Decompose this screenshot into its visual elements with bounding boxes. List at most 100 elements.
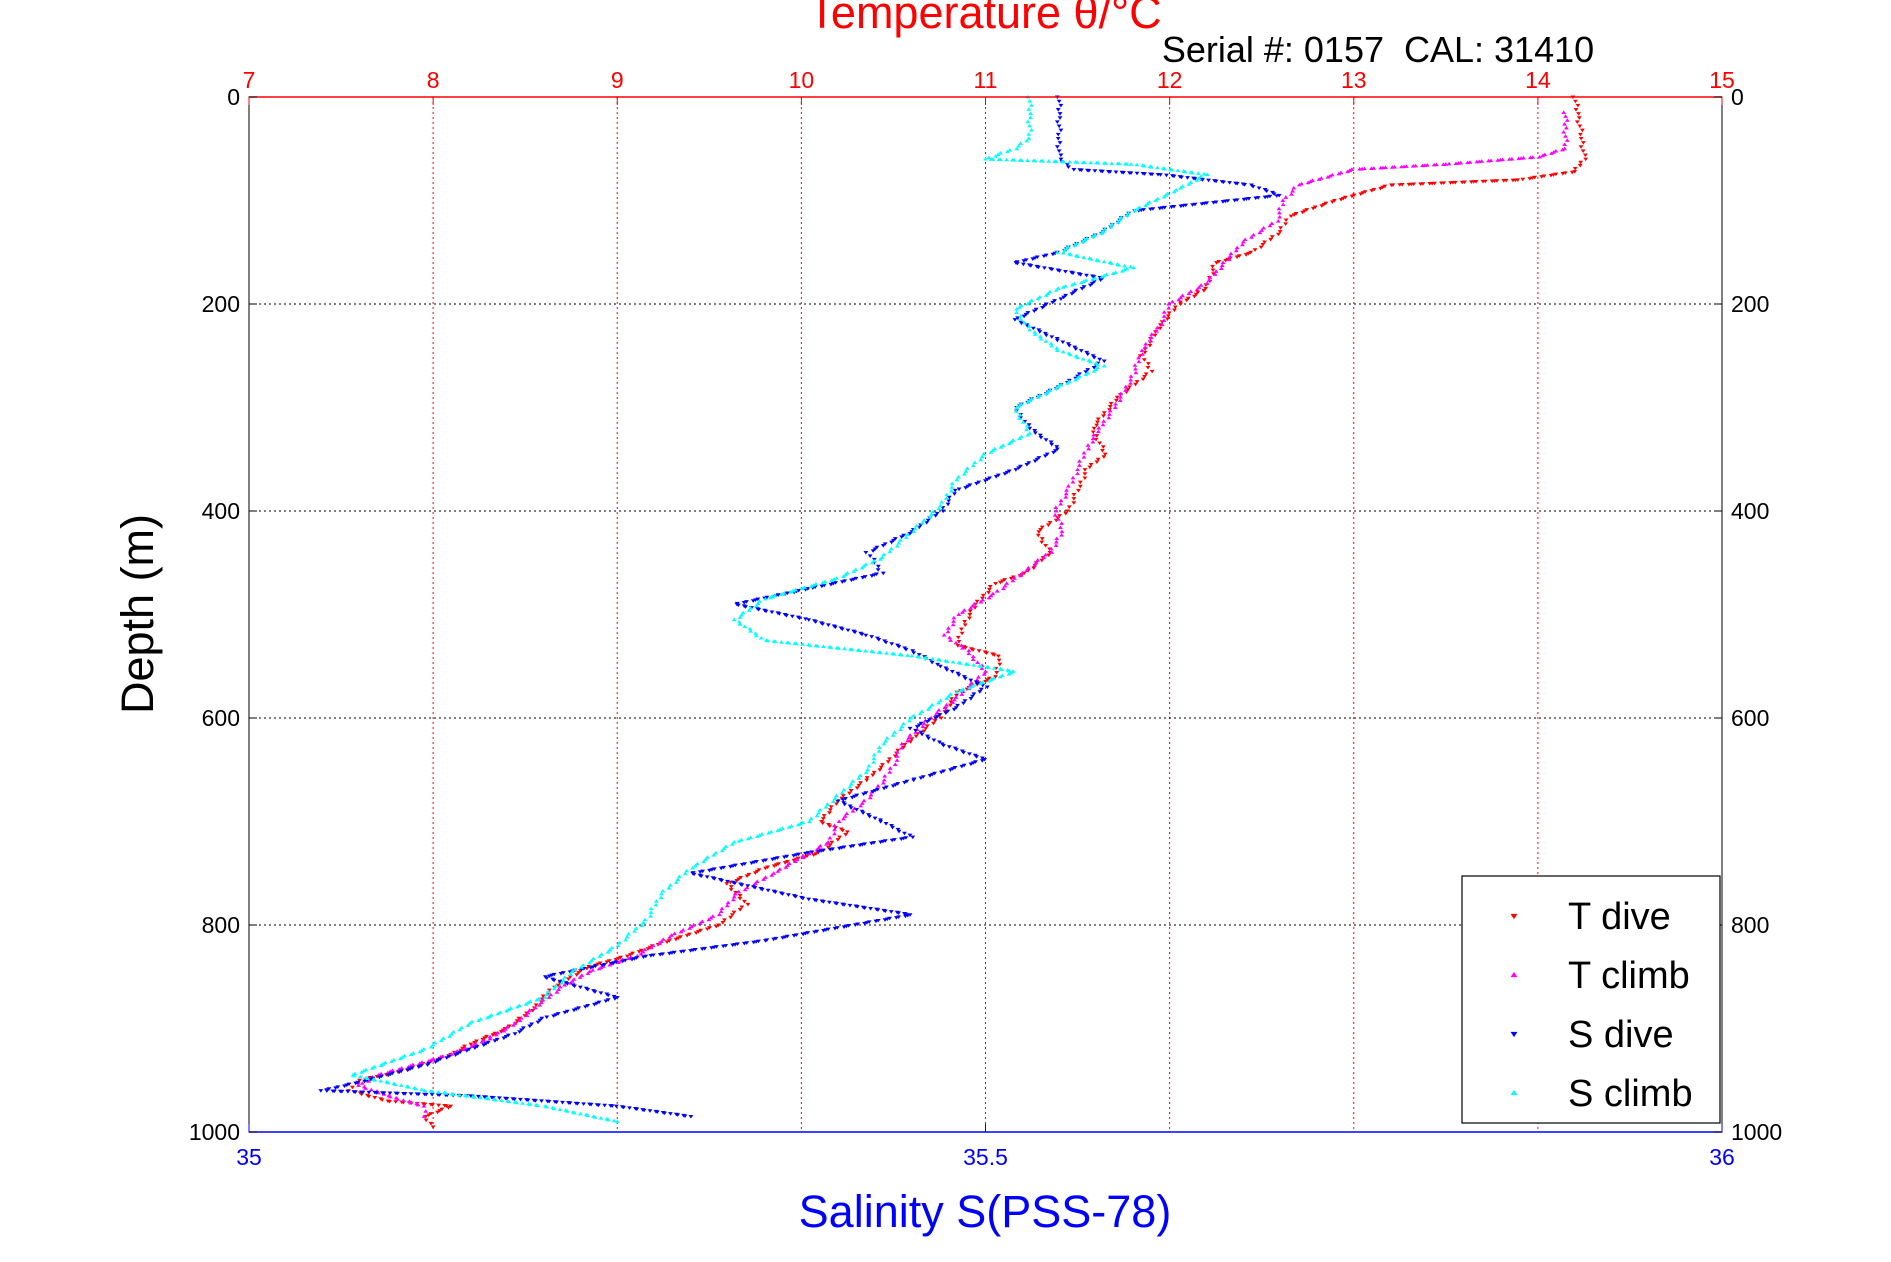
- data-point-s-dive: [699, 947, 705, 952]
- data-point-s-climb: [863, 562, 869, 566]
- data-point-t-climb: [428, 1057, 434, 1062]
- data-point-t-climb: [1368, 166, 1374, 170]
- data-point-t-climb: [1085, 443, 1091, 447]
- data-point-s-dive: [1171, 174, 1177, 179]
- data-point-t-climb: [894, 758, 900, 762]
- data-point-s-climb: [929, 702, 935, 707]
- data-point-s-climb: [506, 1099, 512, 1104]
- data-point-s-climb: [1043, 391, 1049, 396]
- data-point-s-climb: [731, 617, 737, 622]
- data-point-t-climb: [657, 941, 662, 946]
- data-point-s-dive: [839, 580, 845, 584]
- data-point-s-dive: [339, 1089, 345, 1094]
- data-point-t-dive: [744, 874, 750, 878]
- data-point-s-climb: [1074, 160, 1080, 164]
- data-point-s-dive: [806, 897, 812, 902]
- data-point-s-dive: [860, 811, 866, 816]
- data-point-t-dive: [813, 852, 819, 856]
- data-point-s-dive: [913, 728, 918, 733]
- data-point-t-dive: [742, 899, 747, 904]
- data-point-t-climb: [1564, 118, 1570, 122]
- data-point-s-climb: [876, 749, 882, 753]
- data-point-s-dive: [933, 716, 939, 721]
- data-point-t-dive: [704, 927, 710, 932]
- data-point-s-dive: [940, 509, 946, 514]
- data-point-s-climb: [956, 474, 961, 479]
- data-point-s-climb: [1028, 115, 1033, 120]
- data-point-s-climb: [788, 589, 794, 594]
- data-point-s-climb: [832, 796, 838, 800]
- data-point-s-climb: [493, 1097, 498, 1102]
- data-point-s-climb: [1000, 443, 1006, 447]
- data-point-s-climb: [1136, 205, 1142, 209]
- data-point-t-dive: [1338, 197, 1344, 202]
- data-point-s-climb: [907, 718, 912, 723]
- data-point-s-climb: [676, 874, 682, 879]
- data-point-t-dive: [1527, 177, 1533, 181]
- data-point-s-climb: [983, 156, 988, 161]
- data-point-t-dive: [1152, 333, 1158, 338]
- data-point-s-climb: [1047, 388, 1053, 392]
- data-point-s-climb: [1124, 213, 1130, 217]
- data-point-s-dive: [911, 651, 917, 655]
- data-point-t-climb: [724, 903, 730, 908]
- data-point-s-dive: [884, 785, 889, 790]
- data-point-s-climb: [648, 913, 654, 918]
- data-point-s-climb: [1101, 363, 1107, 368]
- data-point-s-climb: [520, 1101, 525, 1105]
- data-point-s-climb: [1014, 405, 1020, 409]
- data-point-t-dive: [1330, 200, 1335, 204]
- data-point-s-climb: [609, 945, 615, 950]
- data-point-s-climb: [597, 954, 603, 958]
- data-point-t-climb: [1563, 134, 1568, 138]
- data-point-t-dive: [595, 962, 601, 967]
- data-point-s-climb: [737, 622, 743, 626]
- data-point-s-dive: [553, 1013, 559, 1017]
- data-point-t-dive: [980, 593, 986, 598]
- data-point-s-dive: [1041, 254, 1047, 259]
- data-point-t-climb: [1117, 398, 1123, 403]
- data-point-s-dive: [728, 865, 733, 869]
- legend-label: T dive: [1568, 896, 1671, 938]
- data-point-t-climb: [1269, 221, 1275, 225]
- data-point-s-climb: [1091, 369, 1097, 373]
- data-point-s-dive: [868, 907, 874, 911]
- data-point-s-dive: [374, 1091, 379, 1095]
- data-point-s-dive: [968, 762, 974, 767]
- data-point-s-dive: [533, 1099, 538, 1103]
- data-point-t-climb: [1035, 558, 1041, 562]
- data-point-s-climb: [1029, 396, 1034, 401]
- data-point-s-dive: [961, 763, 967, 768]
- data-point-s-climb: [432, 1040, 438, 1045]
- data-point-s-climb: [758, 635, 764, 640]
- data-point-s-dive: [627, 1106, 632, 1111]
- data-point-t-dive: [516, 1016, 522, 1021]
- data-point-t-dive: [994, 671, 1000, 675]
- data-point-s-dive: [882, 909, 888, 914]
- data-point-t-dive: [1362, 190, 1368, 194]
- data-point-s-dive: [581, 1102, 586, 1106]
- data-point-s-climb: [1019, 401, 1024, 406]
- data-point-s-dive: [895, 827, 901, 832]
- data-point-s-climb: [357, 1074, 363, 1079]
- data-point-s-climb: [848, 781, 854, 786]
- data-point-t-dive: [567, 975, 573, 979]
- data-point-s-climb: [871, 752, 877, 757]
- data-point-t-climb: [775, 869, 781, 873]
- data-point-s-climb: [417, 1049, 423, 1054]
- data-point-t-dive: [773, 863, 779, 867]
- data-point-s-dive: [825, 623, 831, 628]
- data-point-t-climb: [440, 1054, 445, 1059]
- data-point-s-climb: [465, 1023, 471, 1027]
- data-point-t-climb: [1563, 125, 1569, 130]
- data-point-t-dive: [666, 939, 672, 943]
- data-point-t-dive: [1278, 226, 1284, 230]
- data-point-s-dive: [501, 1036, 507, 1041]
- data-point-t-climb: [1059, 521, 1065, 525]
- data-point-s-dive: [931, 738, 937, 743]
- data-point-s-dive: [943, 711, 949, 715]
- data-point-t-dive: [1283, 222, 1289, 226]
- data-point-s-climb: [578, 1111, 583, 1116]
- data-point-s-climb: [892, 730, 897, 734]
- data-point-s-climb: [742, 624, 748, 629]
